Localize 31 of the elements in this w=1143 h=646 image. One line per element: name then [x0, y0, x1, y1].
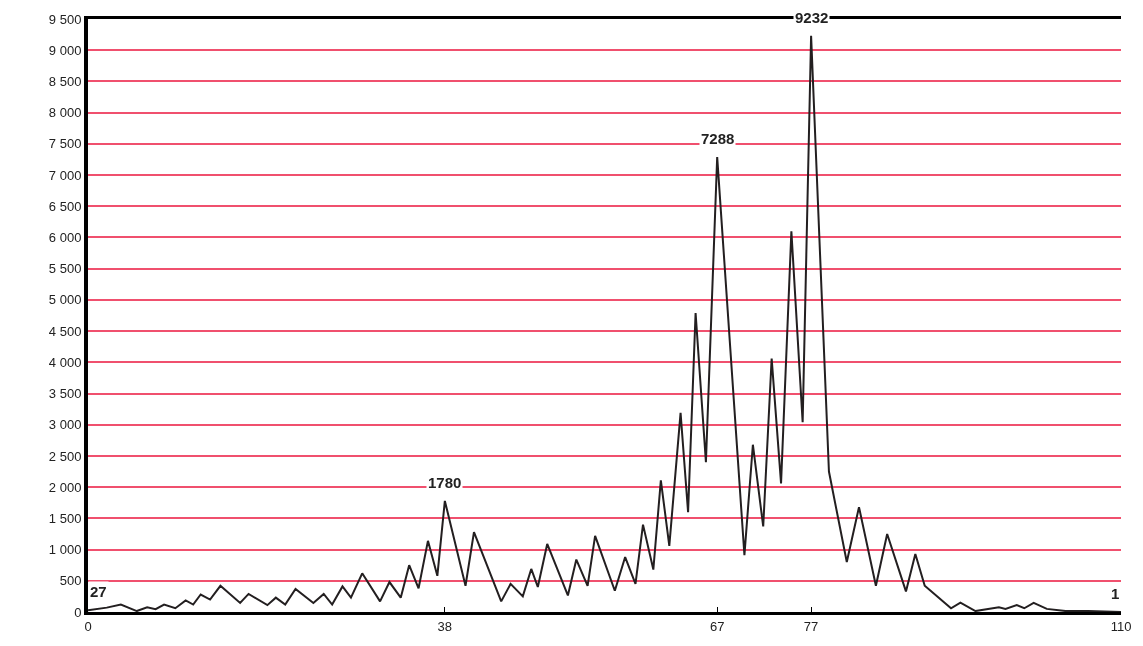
y-tick-label: 1 500: [48, 510, 82, 526]
y-tick-label: 9 000: [48, 42, 82, 58]
y-tick-label: 4 500: [48, 323, 82, 339]
x-tick-label: 110: [1110, 618, 1132, 634]
x-tick-label: 0: [84, 618, 92, 634]
x-tick-label: 67: [709, 618, 725, 634]
y-tick-label: 3 000: [48, 417, 82, 433]
annotation: 9232: [795, 9, 829, 26]
y-tick-label: 8 000: [48, 105, 82, 121]
annotation: 7288: [701, 130, 735, 147]
y-tick-label: 7 500: [48, 136, 82, 152]
annotation: 27: [90, 583, 107, 600]
y-tick-label: 2 000: [48, 479, 82, 495]
annotation: 1780: [428, 474, 462, 491]
annotation: 1: [1111, 585, 1120, 602]
y-tick-label: 500: [59, 573, 82, 589]
y-tick-label: 0: [74, 604, 82, 620]
y-tick-label: 1 000: [48, 542, 82, 558]
y-tick-label: 6 000: [48, 230, 82, 246]
y-tick-label: 7 000: [48, 167, 82, 183]
y-tick-label: 6 500: [48, 198, 82, 214]
y-tick-label: 5 000: [48, 292, 82, 308]
y-tick-label: 9 500: [48, 11, 82, 27]
y-tick-label: 5 500: [48, 261, 82, 277]
y-tick-label: 3 500: [48, 386, 82, 402]
line-series: [88, 34, 1121, 612]
y-tick-label: 4 000: [48, 354, 82, 370]
y-tick-label: 2 500: [48, 448, 82, 464]
x-tick-label: 77: [803, 618, 819, 634]
y-tick-label: 8 500: [48, 73, 82, 89]
x-tick-label: 38: [437, 618, 453, 634]
